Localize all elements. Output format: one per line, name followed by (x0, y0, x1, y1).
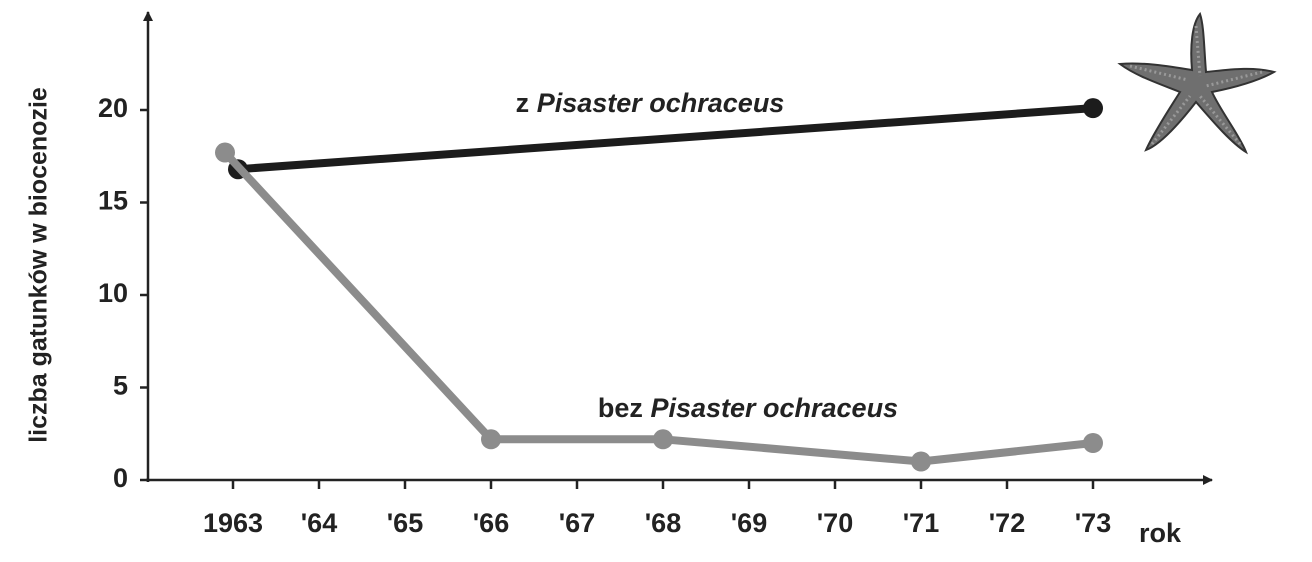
y-tick-label: 15 (98, 186, 128, 216)
series-line (237, 104, 1094, 174)
data-point (481, 429, 501, 450)
y-tick-label: 20 (98, 93, 128, 123)
x-tick-label: '68 (645, 508, 681, 538)
y-axis-label: liczba gatunków w biocenozie (25, 87, 53, 443)
y-tick-label: 10 (98, 278, 128, 308)
starfish-icon (1117, 11, 1277, 155)
data-point (215, 142, 235, 163)
x-tick-label: '69 (731, 508, 767, 538)
x-axis-label: rok (1139, 518, 1182, 548)
series-label: z Pisaster ochraceus (516, 88, 785, 118)
data-point (653, 429, 673, 450)
x-tick-label: '65 (387, 508, 423, 538)
x-tick-label: '72 (989, 508, 1025, 538)
data-point (1083, 433, 1103, 453)
x-tick-label: '66 (473, 508, 509, 538)
data-point (911, 451, 931, 472)
series-label: bez Pisaster ochraceus (598, 393, 898, 423)
x-tick-label: '67 (559, 508, 595, 538)
y-tick-label: 5 (113, 371, 128, 401)
x-tick-label: '70 (817, 508, 853, 538)
x-tick-label: '64 (301, 508, 337, 538)
x-tick-label: 1963 (203, 508, 263, 538)
x-tick-label: '71 (903, 508, 939, 538)
x-tick-label: '73 (1075, 508, 1111, 538)
y-tick-label: 0 (113, 463, 128, 493)
data-point (1083, 98, 1103, 119)
